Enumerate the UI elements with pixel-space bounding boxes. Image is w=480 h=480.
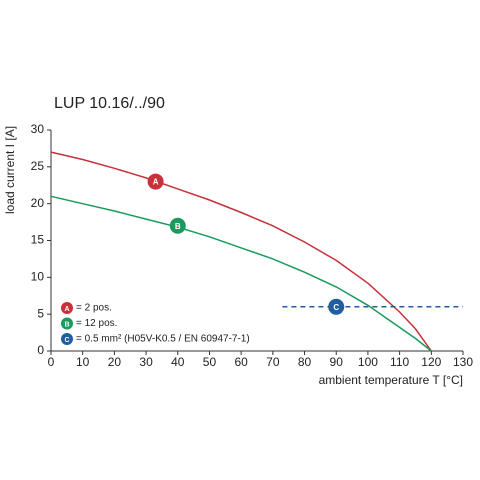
x-tick-label: 40 — [171, 355, 185, 369]
x-tick-label: 50 — [203, 355, 217, 369]
x-tick-label: 130 — [453, 355, 473, 369]
series-marker — [328, 298, 345, 315]
y-tick-label: 15 — [31, 233, 45, 247]
x-tick-label: 120 — [421, 355, 441, 369]
x-tick-label: 30 — [139, 355, 153, 369]
legend-marker — [61, 317, 73, 330]
x-tick-label: 70 — [266, 355, 280, 369]
x-axis-label: ambient temperature T [°C] — [319, 373, 463, 387]
marker-label: A — [153, 178, 159, 187]
series-marker — [147, 173, 164, 190]
y-tick-label: 20 — [31, 196, 45, 210]
x-tick-label: 110 — [390, 355, 409, 369]
x-tick-label: 20 — [108, 355, 122, 369]
y-tick-label: 30 — [31, 122, 45, 136]
series-line — [50, 195, 432, 352]
y-tick-label: 10 — [31, 270, 45, 284]
legend-marker-label: C — [64, 337, 69, 344]
legend-marker — [61, 302, 73, 314]
series-marker — [169, 217, 186, 234]
legend-marker-label: A — [64, 306, 69, 313]
marker-label: C — [333, 303, 339, 312]
x-tick-label: 90 — [330, 355, 344, 369]
y-tick-label: 0 — [37, 343, 44, 357]
legend-label: = 2 pos. — [76, 303, 112, 314]
x-tick-label: 10 — [76, 355, 90, 369]
y-axis-label: load current I [A] — [3, 126, 17, 214]
legend-label: = 12 pos. — [76, 318, 117, 329]
y-tick-label: 5 — [37, 306, 44, 320]
x-tick-label: 100 — [358, 355, 378, 369]
y-tick-label: 25 — [31, 159, 45, 173]
x-tick-label: 0 — [48, 355, 55, 369]
marker-label: B — [175, 222, 181, 231]
legend-marker — [61, 333, 73, 345]
x-tick-label: 60 — [234, 355, 248, 369]
legend-label: = 0.5 mm² (H05V-K0.5 / EN 60947-7-1) — [76, 334, 250, 345]
x-tick-label: 80 — [298, 355, 312, 369]
legend-marker-label: B — [64, 321, 69, 328]
chart-title: LUP 10.16/../90 — [54, 95, 165, 112]
